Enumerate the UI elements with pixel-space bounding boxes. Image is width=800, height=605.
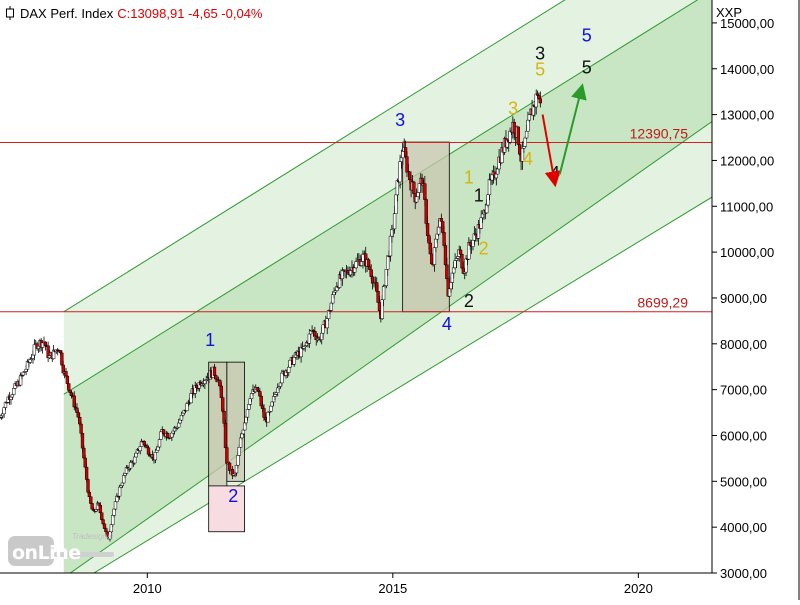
candle-body [101, 519, 105, 525]
candle-body [445, 264, 449, 279]
y-tick-label: 14000,00 [720, 62, 774, 77]
y-tick-label: 7000,00 [720, 383, 767, 398]
wave-label-wave-yellow-5: 5 [535, 60, 545, 80]
channel-line-inner-lower [69, 121, 712, 573]
candle-body [155, 449, 159, 453]
candle-body [67, 383, 71, 391]
candle-body [219, 385, 224, 398]
wave-label-wave-black-5: 5 [582, 57, 592, 77]
candle-body [245, 409, 250, 418]
candle-body [414, 196, 419, 203]
candle-body [354, 261, 358, 269]
wave-label-wave-blue-3: 3 [395, 110, 405, 130]
candle-body [65, 375, 70, 384]
pattern-box-3 [208, 485, 245, 533]
wave-label-wave-blue-1: 1 [205, 330, 215, 350]
candle-body [321, 324, 325, 334]
y-tick-label: 11000,00 [720, 199, 773, 214]
x-tick-label: 2015 [378, 581, 407, 596]
candle-body [47, 355, 52, 359]
candle-body [159, 431, 163, 440]
wave-label-wave-yellow-1: 1 [464, 167, 474, 187]
wave-label-wave-yellow-2: 2 [479, 238, 489, 258]
channel-line-outer-upper [63, 0, 566, 313]
candle-body [225, 447, 229, 464]
y-tick-label: 13000,00 [720, 108, 774, 123]
candle-body [524, 130, 529, 139]
candle-body [423, 183, 427, 200]
x-tick-label: 2010 [133, 581, 162, 596]
y-tick-label: 6000,00 [720, 428, 767, 443]
y-tick-label: 3000,00 [720, 566, 767, 581]
candle-body [381, 285, 386, 300]
candle-body [392, 213, 397, 230]
instrument-name: DAX Perf. Index [20, 5, 114, 21]
candle-body [87, 491, 92, 498]
y-tick-label: 15000,00 [720, 16, 774, 31]
y-tick-label: 10000,00 [720, 245, 774, 260]
wave-label-wave-yellow-4: 4 [523, 149, 533, 169]
candle-body [138, 446, 142, 451]
level-label-2: 8699,29 [637, 295, 688, 311]
candle-body [401, 151, 405, 159]
candle-body [84, 466, 89, 480]
candlestick-icon [6, 6, 14, 20]
y-tick-label: 12000,00 [720, 153, 774, 168]
level-label-1: 12390,75 [630, 126, 689, 142]
candle-body [153, 452, 158, 461]
last-quote: C:13098,91 -4,65 -0,04% [117, 5, 263, 21]
candle-body [386, 255, 390, 270]
x-tick-label: 2020 [624, 581, 653, 596]
x-axis-panel [0, 574, 712, 600]
wave-label-wave-yellow-3: 3 [508, 99, 518, 119]
candle-body [516, 126, 520, 145]
candle-body [527, 114, 531, 121]
candle-body [236, 455, 240, 466]
candle-body [361, 253, 365, 262]
wave-label-wave-blue-5: 5 [582, 25, 592, 45]
candle-body [523, 137, 527, 147]
forecast-arrow-2 [558, 83, 587, 175]
candle-body [157, 439, 162, 448]
wave-label-wave-black-3: 3 [535, 44, 545, 64]
candle-body [98, 505, 103, 514]
wave-label-wave-black-1: 1 [474, 186, 484, 206]
candle-body [64, 371, 68, 377]
y-tick-label: 4000,00 [720, 520, 767, 535]
wave-label-wave-blue-4: 4 [442, 314, 452, 334]
candle-body [377, 302, 382, 311]
forecast-arrow-1 [541, 114, 561, 188]
wave-label-wave-blue-2: 2 [228, 486, 238, 506]
channel-line-inner-upper [63, 0, 699, 395]
candle-body [412, 181, 416, 194]
channel-line-outer-lower [93, 196, 712, 573]
candle-body [269, 405, 273, 412]
chart-title-bar: DAX Perf. Index C:13098,91 -4,65 -0,04% [4, 4, 263, 22]
y-axis-panel [713, 0, 800, 600]
candle-body [133, 456, 137, 464]
y-tick-label: 8000,00 [720, 337, 767, 352]
y-tick-label: 9000,00 [720, 291, 767, 306]
candle-body [512, 121, 516, 134]
tradesignal-online-logo: onLine Tradesignal [8, 532, 114, 568]
candle-body [223, 423, 228, 448]
candle-body [237, 447, 241, 456]
candle-body [117, 486, 122, 497]
candle-body [538, 98, 542, 104]
y-tick-label: 5000,00 [720, 474, 767, 489]
wave-label-wave-black-2: 2 [464, 291, 474, 311]
candle-body [79, 423, 83, 434]
axis-unit-label: XXP [716, 5, 743, 20]
candle-body [128, 461, 133, 469]
